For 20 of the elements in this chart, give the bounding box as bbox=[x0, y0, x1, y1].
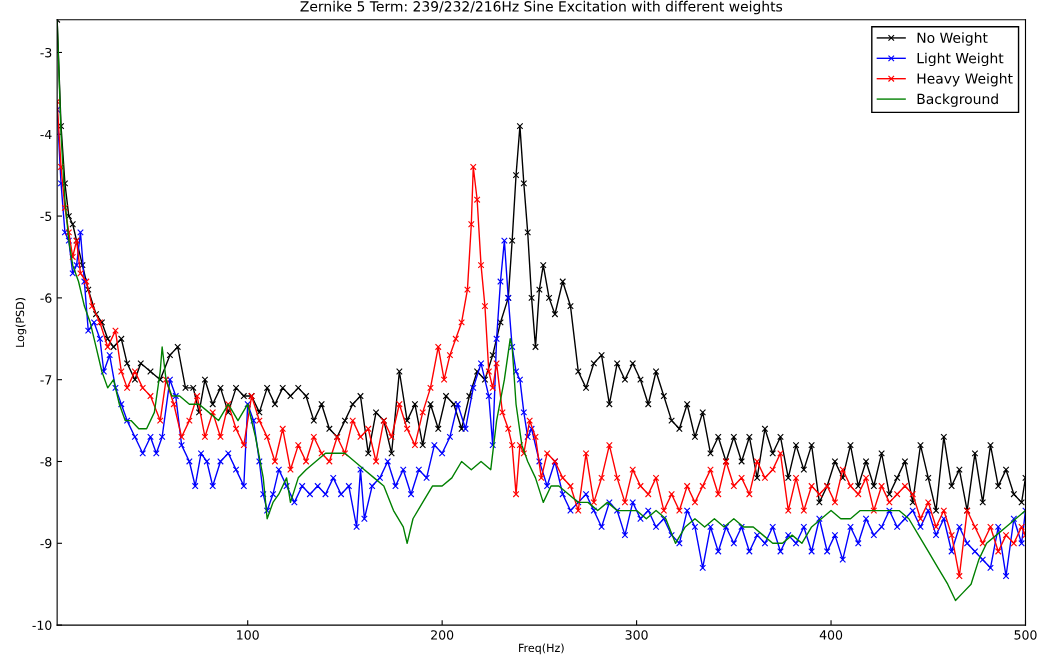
x-tick-label: 400 bbox=[819, 630, 843, 640]
y-axis-title: Log(PSD) bbox=[15, 297, 27, 347]
x-axis-title: Freq(Hz) bbox=[519, 643, 564, 655]
y-tick-label: -6 bbox=[40, 293, 52, 303]
chart-title: Zernike 5 Term: 239/232/216Hz Sine Excitation with different weights bbox=[300, 0, 783, 15]
y-tick-label: -3 bbox=[40, 47, 52, 58]
legend-label: No Weight bbox=[917, 32, 988, 46]
y-tick-label: -9 bbox=[40, 538, 52, 549]
x-tick-label: 200 bbox=[431, 630, 454, 640]
x-tick-label: 100 bbox=[237, 630, 259, 640]
legend-label: Light Weight bbox=[917, 52, 1004, 67]
legend-label: Background bbox=[917, 93, 998, 107]
legend-label: Heavy Weight bbox=[917, 73, 1013, 87]
y-tick-label: -10 bbox=[32, 620, 52, 631]
x-tick-label: 300 bbox=[625, 630, 648, 640]
x-tick-label: 500 bbox=[1014, 630, 1037, 640]
y-tick-label: -5 bbox=[40, 211, 52, 221]
y-tick-label: -7 bbox=[40, 375, 52, 385]
y-tick-label: -4 bbox=[40, 129, 52, 140]
y-tick-label: -8 bbox=[40, 456, 52, 467]
